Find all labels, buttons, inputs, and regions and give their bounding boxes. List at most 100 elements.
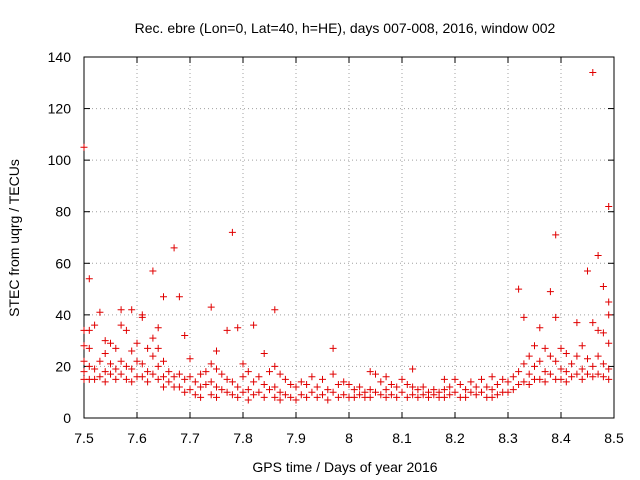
- data-point: [409, 383, 417, 391]
- data-point: [334, 393, 342, 401]
- data-point: [239, 388, 247, 396]
- data-point: [509, 373, 517, 381]
- data-point: [255, 373, 263, 381]
- data-point: [552, 231, 560, 239]
- data-point: [292, 383, 300, 391]
- data-point: [531, 342, 538, 350]
- data-point: [520, 313, 528, 321]
- data-point: [218, 370, 226, 378]
- data-point: [117, 357, 125, 365]
- data-point: [584, 267, 591, 275]
- data-point: [186, 373, 194, 381]
- data-point: [340, 391, 348, 399]
- data-point: [488, 373, 496, 381]
- data-point: [599, 373, 607, 381]
- data-point: [499, 375, 507, 383]
- data-point: [605, 311, 613, 319]
- data-point: [409, 365, 417, 373]
- data-point: [287, 393, 295, 401]
- data-point: [112, 365, 120, 373]
- data-point: [138, 360, 146, 368]
- data-point: [154, 375, 162, 383]
- y-tick-label: 20: [55, 358, 71, 374]
- data-point: [191, 378, 199, 386]
- data-point: [525, 380, 533, 388]
- data-point: [345, 380, 353, 388]
- data-point: [605, 203, 613, 211]
- data-point: [599, 360, 607, 368]
- data-point: [250, 321, 258, 329]
- data-point: [462, 393, 470, 401]
- data-point: [175, 370, 183, 378]
- data-point: [260, 380, 268, 388]
- data-point: [85, 326, 93, 334]
- data-point: [536, 357, 544, 365]
- data-points: [80, 68, 613, 404]
- data-point: [562, 368, 570, 376]
- data-point: [149, 334, 157, 342]
- data-point: [234, 383, 242, 391]
- data-point: [213, 393, 220, 401]
- data-point: [292, 396, 300, 404]
- data-point: [101, 368, 109, 376]
- y-tick-label: 0: [63, 410, 71, 426]
- data-point: [515, 285, 523, 293]
- data-point: [144, 368, 152, 376]
- data-point: [552, 357, 560, 365]
- data-point: [456, 380, 464, 388]
- data-point: [308, 388, 316, 396]
- data-point: [191, 391, 199, 399]
- grid-layer: [84, 57, 614, 418]
- data-point: [213, 347, 220, 355]
- data-point: [324, 396, 332, 404]
- data-point: [213, 365, 220, 373]
- data-point: [112, 344, 120, 352]
- data-point: [154, 344, 162, 352]
- data-point: [91, 321, 99, 329]
- data-point: [589, 362, 597, 370]
- data-point: [128, 365, 136, 373]
- data-point: [340, 378, 348, 386]
- data-point: [181, 388, 189, 396]
- y-tick-label: 120: [48, 101, 72, 117]
- data-point: [541, 378, 549, 386]
- data-point: [366, 386, 374, 394]
- data-point: [403, 393, 411, 401]
- x-tick-label: 8: [345, 430, 353, 446]
- data-point: [101, 337, 109, 345]
- data-point: [228, 391, 236, 399]
- data-point: [372, 388, 379, 396]
- data-point: [589, 68, 597, 76]
- data-point: [546, 352, 554, 360]
- data-point: [589, 319, 597, 327]
- data-point: [154, 324, 162, 332]
- x-tick-label: 7.5: [74, 430, 94, 446]
- data-point: [599, 329, 607, 337]
- data-point: [382, 373, 390, 381]
- data-point: [207, 360, 215, 368]
- data-point: [515, 380, 523, 388]
- data-point: [271, 393, 279, 401]
- data-point: [197, 370, 205, 378]
- data-point: [303, 380, 311, 388]
- data-point: [440, 375, 448, 383]
- data-point: [599, 282, 607, 290]
- data-point: [260, 393, 268, 401]
- data-point: [101, 378, 109, 386]
- data-point: [297, 378, 305, 386]
- data-point: [80, 342, 88, 350]
- data-point: [234, 393, 242, 401]
- data-point: [80, 143, 88, 151]
- data-point: [398, 375, 406, 383]
- data-point: [541, 368, 549, 376]
- data-point: [144, 378, 152, 386]
- data-point: [117, 370, 125, 378]
- data-point: [478, 388, 485, 396]
- data-point: [568, 360, 576, 368]
- data-point: [562, 350, 570, 358]
- data-point: [493, 380, 501, 388]
- data-point: [202, 380, 210, 388]
- data-point: [223, 326, 231, 334]
- data-point: [244, 386, 252, 394]
- data-point: [133, 357, 141, 365]
